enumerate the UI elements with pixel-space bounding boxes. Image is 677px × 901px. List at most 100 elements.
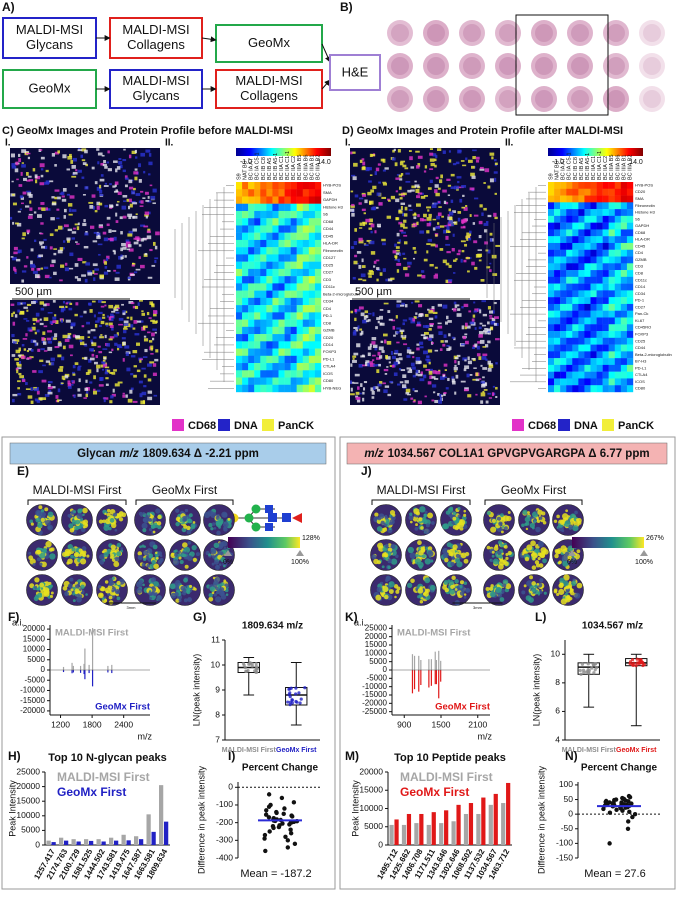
image-pixel <box>483 182 486 184</box>
bar <box>456 804 461 845</box>
core-pixel <box>188 513 193 518</box>
image-pixel <box>473 240 478 244</box>
core-pixel <box>521 553 525 556</box>
heatmap-cell <box>272 261 279 270</box>
image-pixel <box>403 226 408 229</box>
image-pixel <box>376 223 381 228</box>
legend-label: GeoMx First <box>400 785 469 799</box>
image-pixel <box>75 241 78 243</box>
core-pixel <box>572 525 579 532</box>
step-text: H&E <box>342 64 369 79</box>
heatmap-cell <box>266 377 273 385</box>
heatmap-cell <box>608 182 615 189</box>
bar <box>96 839 101 845</box>
image-pixel <box>81 325 85 328</box>
tissue-core <box>495 20 521 46</box>
heatmap-cell <box>278 377 285 385</box>
image-pixel <box>454 391 457 395</box>
heatmap-cell <box>620 263 628 271</box>
core-pixel <box>116 580 121 586</box>
heatmap-cell <box>614 182 622 189</box>
image-pixel <box>386 366 389 368</box>
image-pixel <box>56 399 60 403</box>
core-pixel <box>414 558 422 565</box>
image-pixel <box>17 249 22 253</box>
image-pixel <box>367 272 372 275</box>
image-pixel <box>39 163 45 168</box>
heatmap-cell <box>548 303 555 311</box>
image-pixel <box>54 314 57 317</box>
y-tick-label: 0 <box>378 839 383 849</box>
image-pixel <box>37 214 42 218</box>
image-pixel <box>395 358 399 362</box>
heatmap-cell <box>596 331 603 339</box>
row-label: CD44 <box>635 345 646 350</box>
core-pixel <box>213 542 220 549</box>
heatmap-cell <box>272 341 279 349</box>
heatmap-cell <box>266 210 273 219</box>
image-pixel <box>149 301 154 305</box>
core-pixel <box>425 523 430 528</box>
image-pixel <box>84 278 88 283</box>
heatmap-cell <box>272 326 279 335</box>
core-pixel <box>488 586 494 591</box>
heatmap-cell <box>608 270 615 278</box>
image-pixel <box>398 368 402 371</box>
x-tick-label: GeoMx First <box>276 747 317 754</box>
image-pixel <box>21 279 25 283</box>
image-pixel <box>358 237 363 242</box>
image-pixel <box>57 196 61 200</box>
heatmap-cell <box>554 283 561 291</box>
image-pixel <box>362 319 367 324</box>
core-pixel <box>103 551 109 558</box>
image-pixel <box>358 278 363 281</box>
image-pixel <box>452 380 456 385</box>
image-pixel <box>98 202 103 206</box>
image-pixel <box>115 189 118 193</box>
image-pixel <box>491 392 495 397</box>
group-label: GeoMx First <box>501 483 567 497</box>
tissue-core-inner <box>391 24 409 42</box>
image-pixel <box>353 330 357 334</box>
image-pixel <box>456 354 461 357</box>
image-pixel <box>487 392 492 395</box>
image-pixel <box>133 320 138 324</box>
core-pixel <box>384 527 387 530</box>
image-pixel <box>108 322 113 326</box>
heatmap-cell <box>554 215 561 223</box>
heatmap-cell <box>242 305 249 313</box>
core-pixel <box>148 517 153 522</box>
core-pixel <box>497 593 503 598</box>
core-pixel <box>425 588 430 593</box>
core-pixel <box>73 510 77 514</box>
image-pixel <box>379 322 383 325</box>
core-pixel <box>458 519 466 526</box>
heatmap-cell <box>608 385 615 393</box>
column-label: BC IA A7 <box>561 158 567 180</box>
image-pixel <box>153 313 157 317</box>
heatmap-cell <box>272 239 279 248</box>
image-pixel <box>384 339 387 344</box>
image-pixel <box>360 273 366 278</box>
heatmap-cell <box>620 364 628 372</box>
heatmap-cell <box>260 261 267 270</box>
image-pixel <box>433 275 438 279</box>
image-pixel <box>154 260 157 264</box>
core-pixel <box>120 547 124 551</box>
jitter-point <box>595 665 599 670</box>
step-text: MALDI-MSI <box>122 73 189 88</box>
image-pixel <box>77 366 81 371</box>
group-label: MALDI-MSI First <box>377 483 466 497</box>
heatmap-cell <box>302 384 310 393</box>
image-pixel <box>15 161 19 166</box>
image-pixel <box>143 170 146 174</box>
core-pixel <box>486 511 491 516</box>
heatmap-cell <box>272 182 279 190</box>
bar <box>444 810 449 845</box>
column-label: BC IIA C2 <box>603 156 609 180</box>
heatmap-cell <box>554 385 561 393</box>
heatmap-cell <box>554 297 561 305</box>
image-pixel <box>372 185 377 190</box>
image-pixel <box>384 167 389 170</box>
image-pixel <box>19 310 25 315</box>
